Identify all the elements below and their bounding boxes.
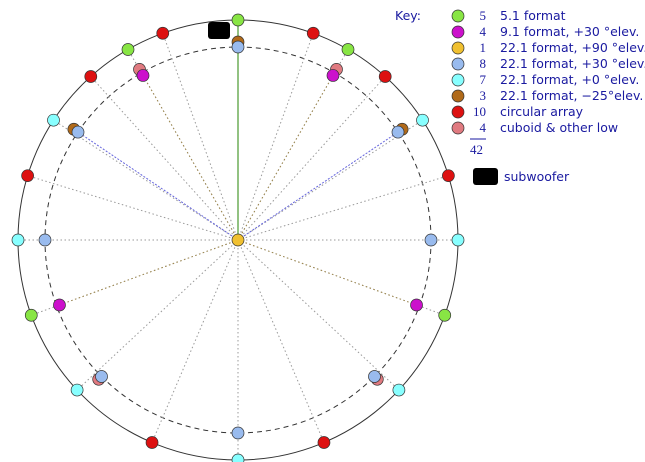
ray	[237, 123, 418, 241]
ray	[237, 239, 323, 438]
speaker	[231, 426, 245, 440]
speaker	[416, 113, 429, 127]
ray	[58, 123, 239, 241]
ray	[81, 239, 239, 387]
legend-label: 9.1 format, +30 °elev.	[500, 24, 639, 39]
legend-swatch	[451, 9, 465, 23]
speaker	[410, 298, 423, 312]
speaker	[326, 69, 340, 82]
speaker	[438, 308, 452, 322]
speaker	[53, 298, 66, 312]
ray	[237, 239, 417, 306]
speaker	[47, 113, 60, 127]
legend-swatch	[451, 73, 465, 87]
legend-count: 1	[480, 40, 487, 55]
legend-swatch	[451, 89, 465, 103]
legend-count: 4	[480, 24, 487, 39]
legend-count: 7	[480, 72, 487, 87]
legend-swatch	[451, 25, 465, 39]
speaker	[306, 26, 320, 40]
legend-label: circular array	[500, 104, 584, 119]
speaker	[11, 233, 25, 247]
speaker	[317, 436, 331, 449]
speaker	[145, 436, 159, 449]
legend-label: 22.1 format, +0 °elev.	[500, 72, 639, 87]
ray	[59, 239, 239, 306]
ray	[237, 239, 395, 387]
legend-count: 10	[473, 104, 486, 119]
ray	[164, 38, 239, 241]
legend-label: 22.1 format, −25°elev.	[500, 88, 643, 103]
legend-count: 8	[480, 56, 487, 71]
subwoofer-icon	[473, 168, 498, 185]
ray	[237, 38, 312, 241]
speaker	[24, 308, 38, 322]
speaker	[70, 383, 84, 397]
total: 42	[470, 142, 483, 157]
speaker	[84, 70, 98, 83]
key-title: Key:	[395, 8, 421, 23]
legend-label: 22.1 format, +30 °elev.	[500, 56, 645, 71]
ray	[237, 131, 399, 241]
subwoofer	[208, 22, 230, 39]
speaker	[231, 233, 245, 247]
speaker	[95, 370, 108, 383]
legend-swatch	[451, 57, 465, 71]
legend-swatch	[451, 105, 465, 119]
legend-label: cuboid & other low	[500, 120, 618, 135]
speaker	[156, 26, 170, 40]
speaker	[38, 233, 52, 247]
legend-swatch	[451, 121, 465, 135]
speaker	[121, 43, 135, 56]
ray	[153, 239, 239, 438]
speaker	[368, 370, 381, 383]
speaker	[424, 233, 438, 247]
legend-count: 3	[480, 88, 487, 103]
speaker	[442, 169, 455, 183]
speaker	[71, 125, 85, 139]
legend-count: 4	[480, 120, 487, 135]
speaker	[392, 383, 406, 397]
speaker	[391, 125, 405, 139]
ray	[77, 131, 239, 241]
legend-swatch	[451, 41, 465, 55]
legend-count: 5	[480, 8, 487, 23]
speaker	[231, 40, 245, 54]
subwoofer-label: subwoofer	[504, 169, 570, 184]
speaker	[21, 169, 34, 183]
speaker	[231, 13, 245, 27]
legend-label: 5.1 format	[500, 8, 566, 23]
speaker	[378, 70, 392, 83]
speaker	[136, 69, 150, 82]
speaker	[231, 453, 245, 462]
speaker	[451, 233, 465, 247]
legend-label: 22.1 format, +90 °elev.	[500, 40, 645, 55]
speaker	[341, 43, 355, 56]
